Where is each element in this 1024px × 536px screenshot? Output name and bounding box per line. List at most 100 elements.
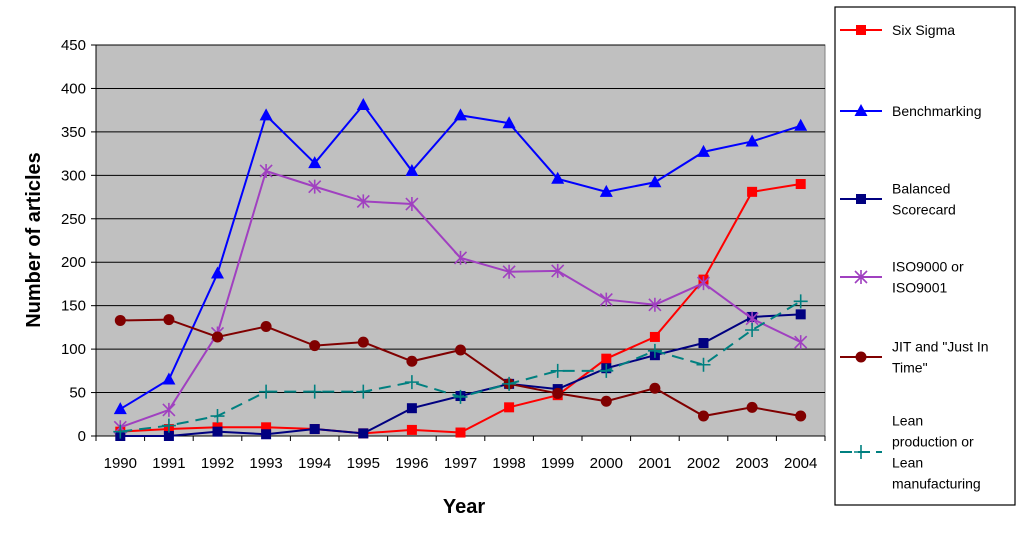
data-point bbox=[745, 322, 760, 337]
data-point bbox=[309, 424, 320, 435]
data-point bbox=[599, 184, 613, 197]
legend-swatch-marker bbox=[856, 25, 866, 35]
y-tick-label: 350 bbox=[61, 124, 86, 141]
x-tick-label: 1997 bbox=[444, 455, 477, 472]
data-point bbox=[795, 410, 807, 422]
legend-swatch-marker bbox=[854, 270, 868, 284]
legend-label: manufacturing bbox=[892, 476, 981, 492]
data-point bbox=[698, 410, 709, 422]
data-point bbox=[455, 344, 466, 356]
x-axis-ticks: 1990 1991 1992 1993 1994 1995 1996 1997 1998 1999… bbox=[95, 436, 826, 472]
data-point bbox=[793, 294, 808, 309]
y-tick-label: 250 bbox=[61, 211, 86, 228]
legend-entry-0: Six Sigma bbox=[840, 22, 955, 38]
data-point bbox=[356, 384, 371, 399]
x-tick-label: 2000 bbox=[590, 455, 623, 472]
legend-swatch-marker bbox=[854, 445, 868, 459]
data-point bbox=[356, 194, 370, 209]
x-axis-title: Year bbox=[443, 496, 485, 518]
data-point bbox=[696, 357, 711, 372]
legend-swatch-marker bbox=[854, 104, 868, 116]
data-point bbox=[163, 431, 174, 441]
data-point bbox=[162, 372, 176, 385]
legend-label: Time" bbox=[892, 360, 928, 376]
y-tick-label: 450 bbox=[61, 37, 86, 54]
legend-label: production or bbox=[892, 434, 974, 450]
data-point bbox=[308, 156, 322, 169]
data-point bbox=[406, 403, 417, 414]
data-point bbox=[259, 384, 274, 399]
legend-label: Lean bbox=[892, 455, 923, 471]
y-tick-label: 0 bbox=[78, 428, 86, 445]
data-point bbox=[455, 427, 466, 438]
y-axis-ticks: 0 50 100 150 200 250 300 350 400 450 bbox=[61, 37, 96, 445]
data-point bbox=[795, 179, 806, 190]
data-point bbox=[552, 387, 564, 399]
data-point bbox=[648, 297, 662, 312]
data-point bbox=[502, 264, 516, 279]
y-tick-label: 150 bbox=[61, 298, 86, 315]
data-point bbox=[502, 116, 516, 129]
x-tick-label: 2003 bbox=[735, 455, 768, 472]
data-point bbox=[259, 163, 273, 178]
data-point bbox=[308, 179, 322, 194]
y-tick-label: 400 bbox=[61, 80, 86, 97]
legend-entry-4: JIT and "Just In Time" bbox=[840, 339, 989, 376]
data-point bbox=[747, 186, 758, 197]
data-point bbox=[551, 263, 565, 278]
data-point bbox=[648, 175, 662, 188]
legend-label: Six Sigma bbox=[892, 22, 955, 38]
legend-label: Scorecard bbox=[892, 202, 956, 218]
data-point bbox=[113, 424, 128, 439]
x-tick-label: 1992 bbox=[201, 455, 234, 472]
legend-label: Benchmarking bbox=[892, 103, 982, 119]
data-point bbox=[698, 338, 709, 349]
data-point bbox=[647, 343, 662, 358]
data-point bbox=[211, 266, 224, 279]
data-point bbox=[357, 336, 369, 348]
legend: Six Sigma Benchmarking Balanced Scorecard IS… bbox=[840, 22, 989, 492]
data-point bbox=[502, 376, 517, 391]
y-tick-label: 100 bbox=[61, 341, 86, 358]
legend-label: Lean bbox=[892, 413, 923, 429]
data-point bbox=[406, 355, 418, 367]
data-point bbox=[406, 424, 417, 435]
data-point bbox=[745, 134, 759, 147]
legend-entry-5: Lean production or Lean manufacturing bbox=[840, 413, 981, 492]
data-point bbox=[404, 375, 419, 390]
legend-swatch-marker bbox=[856, 194, 866, 204]
data-point bbox=[697, 144, 710, 157]
data-point bbox=[260, 321, 272, 333]
data-point bbox=[114, 314, 126, 326]
x-tick-label: 1996 bbox=[395, 455, 428, 472]
data-point bbox=[453, 250, 468, 265]
data-point bbox=[454, 108, 467, 121]
data-point bbox=[113, 402, 127, 415]
data-point bbox=[504, 402, 515, 413]
data-point bbox=[405, 163, 419, 176]
data-point bbox=[261, 422, 272, 433]
y-axis-title: Number of articles bbox=[23, 152, 45, 328]
data-point bbox=[649, 382, 661, 394]
data-point bbox=[795, 309, 806, 320]
x-tick-label: 1993 bbox=[249, 455, 282, 472]
legend-label: ISO9001 bbox=[892, 280, 947, 296]
data-point bbox=[600, 395, 612, 407]
legend-box bbox=[834, 6, 1016, 506]
data-point bbox=[550, 363, 565, 378]
data-point bbox=[259, 108, 273, 121]
data-point bbox=[358, 428, 369, 439]
data-point bbox=[649, 331, 660, 342]
legend-label: Balanced bbox=[892, 181, 950, 197]
data-point bbox=[261, 429, 272, 440]
data-point bbox=[309, 340, 321, 352]
data-point bbox=[599, 363, 614, 378]
data-point bbox=[162, 402, 176, 417]
x-tick-label: 1991 bbox=[152, 455, 185, 472]
x-tick-label: 1994 bbox=[298, 455, 331, 472]
x-tick-label: 1990 bbox=[104, 455, 137, 472]
data-point bbox=[794, 335, 808, 350]
legend-entry-3: ISO9000 or ISO9001 bbox=[840, 259, 964, 296]
data-point bbox=[599, 292, 613, 307]
data-point bbox=[794, 118, 808, 131]
